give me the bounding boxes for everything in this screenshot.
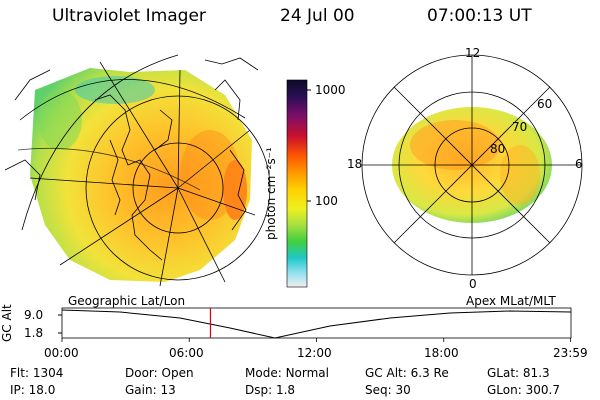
geographic-caption: Geographic Lat/Lon: [68, 294, 186, 308]
alt-xtick-0600: 06:00: [169, 346, 204, 360]
altitude-curve: [61, 309, 572, 339]
gc-alt-axis-label: GC Alt: [0, 304, 14, 342]
info-gain: Gain: 13: [125, 383, 176, 397]
mlat-label-60: 60: [537, 97, 553, 111]
mlt-label-6: 6: [575, 157, 583, 171]
mlt-label-18: 18: [347, 157, 363, 171]
info-flt: Flt: 1304: [10, 366, 64, 380]
mlt-label-0: 0: [469, 277, 477, 291]
info-mode: Mode: Normal: [245, 366, 329, 380]
alt-xtick-0000: 00:00: [44, 346, 79, 360]
alt-xtick-2359: 23:59: [553, 346, 588, 360]
info-gc-alt: GC Alt: 6.3 Re: [365, 366, 449, 380]
altitude-plot: [58, 307, 572, 342]
apex-caption: Apex MLat/MLT: [466, 294, 556, 308]
colorbar-unit-label: photon cm⁻²s⁻¹: [264, 147, 278, 240]
coastlines: [4, 57, 259, 261]
image-time: 07:00:13 UT: [427, 6, 532, 26]
mlat-label-70: 70: [512, 120, 528, 134]
image-date: 24 Jul 00: [280, 6, 355, 26]
polar-plot: [361, 54, 583, 276]
info-seq: Seq: 30: [365, 383, 411, 397]
alt-ytick-low: 1.8: [24, 326, 44, 340]
info-glon: GLon: 300.7: [487, 383, 560, 397]
instrument-title: Ultraviolet Imager: [52, 6, 206, 26]
colorbar: [286, 79, 311, 288]
mlat-label-80: 80: [490, 142, 506, 156]
alt-ytick-high: 9.0: [24, 308, 44, 322]
colorbar-tick-100: 100: [315, 194, 338, 208]
info-door: Door: Open: [125, 366, 194, 380]
info-ip: IP: 18.0: [10, 383, 56, 397]
mlt-label-12: 12: [465, 46, 481, 60]
info-glat: GLat: 81.3: [487, 366, 550, 380]
info-dsp: Dsp: 1.8: [245, 383, 296, 397]
alt-xtick-1200: 12:00: [297, 346, 332, 360]
colorbar-tick-1000: 1000: [315, 83, 346, 97]
geographic-image: [30, 68, 252, 282]
alt-xtick-1800: 18:00: [424, 346, 459, 360]
geographic-grid: [17, 54, 271, 287]
